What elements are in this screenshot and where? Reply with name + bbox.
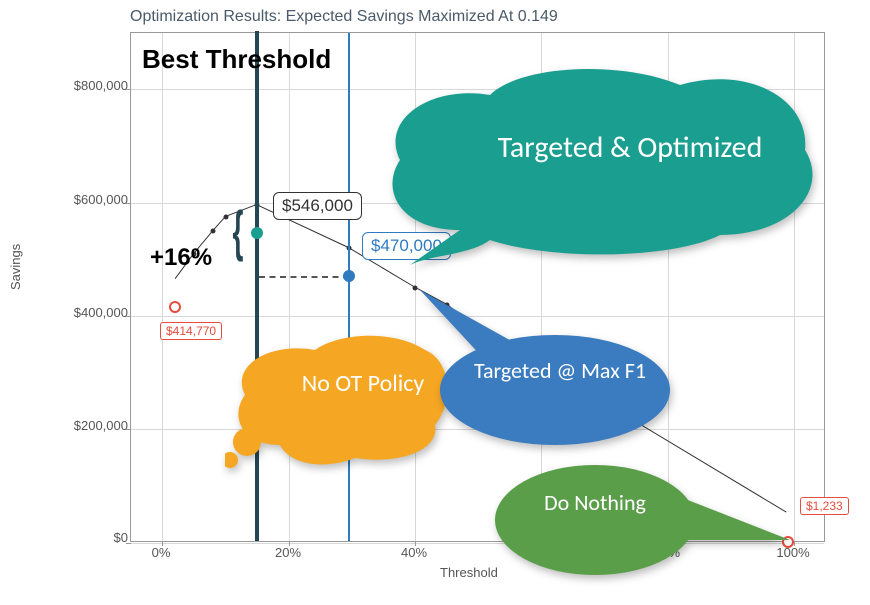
dashed-connector	[259, 276, 349, 278]
x-tick-label: 0%	[152, 545, 171, 560]
bubble-targeted-f1	[440, 335, 670, 445]
callout-546k: $546,000	[273, 192, 362, 220]
y-tick-label: $800,000	[48, 78, 128, 93]
data-marker	[413, 286, 418, 291]
y-tick-label: $600,000	[48, 192, 128, 207]
gridline	[162, 33, 163, 541]
bubble-do-nothing	[490, 460, 790, 590]
y-tick-label: $400,000	[48, 305, 128, 320]
chart-title: Optimization Results: Expected Savings M…	[130, 8, 558, 26]
callout-414k: $414,770	[160, 322, 222, 340]
chart-container: Optimization Results: Expected Savings M…	[0, 0, 870, 589]
data-marker	[211, 229, 216, 234]
data-marker	[223, 215, 228, 220]
bubble-no-ot-text: No OT Policy	[298, 370, 428, 398]
best-threshold-label: Best Threshold	[142, 44, 331, 75]
y-tick-label: $0	[48, 530, 128, 545]
y-tick-label: $200,000	[48, 418, 128, 433]
brace-icon: {	[232, 198, 243, 263]
bubble-do-nothing-text: Do Nothing	[535, 490, 655, 515]
bubble-targeted-optimized-text: Targeted & Optimized	[475, 130, 785, 166]
x-tick-label: 20%	[275, 545, 301, 560]
endpoint-marker-start	[169, 301, 181, 313]
bubble-targeted-f1-text: Targeted @ Max F1	[470, 358, 650, 383]
x-tick-label: 40%	[401, 545, 427, 560]
y-axis-label: Savings	[8, 244, 23, 290]
highlight-marker-optimized	[251, 227, 263, 239]
highlight-marker-f1	[343, 270, 355, 282]
pct-gain-label: +16%	[150, 244, 212, 272]
